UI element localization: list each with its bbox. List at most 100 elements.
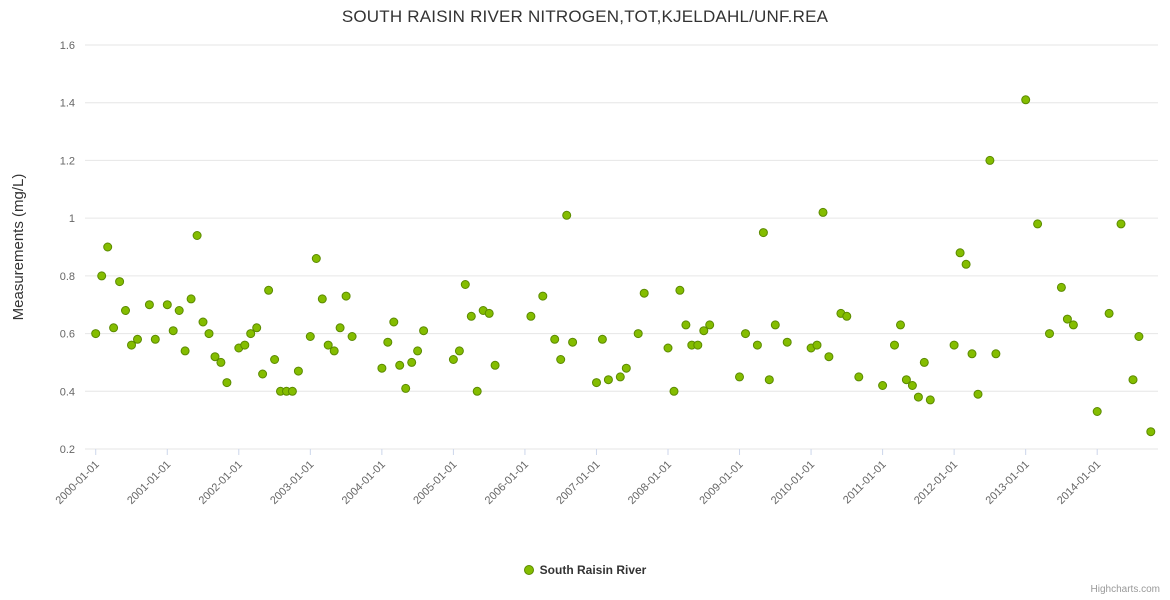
data-point[interactable] [103, 242, 113, 252]
data-point[interactable] [150, 334, 160, 344]
data-point[interactable] [401, 383, 411, 393]
data-point[interactable] [1021, 95, 1031, 105]
data-point[interactable] [925, 395, 935, 405]
data-point[interactable] [460, 280, 470, 289]
data-point[interactable] [592, 378, 601, 388]
highcharts-credit[interactable]: Highcharts.com [1090, 584, 1160, 595]
data-point[interactable] [603, 375, 613, 385]
data-point[interactable] [383, 337, 393, 347]
data-point[interactable] [907, 381, 917, 390]
data-point[interactable] [770, 320, 780, 330]
data-point[interactable] [210, 352, 220, 362]
data-point[interactable] [1134, 332, 1144, 341]
data-point[interactable] [198, 317, 208, 327]
data-point[interactable] [270, 355, 280, 364]
data-point[interactable] [121, 306, 130, 315]
data-point[interactable] [347, 332, 357, 341]
data-point[interactable] [1092, 407, 1102, 416]
data-point[interactable] [562, 210, 572, 220]
data-point[interactable] [705, 320, 715, 330]
data-point[interactable] [1128, 375, 1138, 385]
data-point[interactable] [186, 294, 196, 304]
data-point[interactable] [1033, 219, 1043, 229]
data-point[interactable] [466, 311, 476, 321]
data-point[interactable] [633, 329, 643, 339]
legend-item-south-raisin-river[interactable]: South Raisin River [0, 563, 1170, 577]
data-point[interactable] [842, 311, 852, 321]
data-point[interactable] [240, 340, 250, 350]
data-point[interactable] [699, 326, 709, 336]
data-point[interactable] [896, 320, 905, 330]
data-point[interactable] [1116, 219, 1126, 229]
data-point[interactable] [115, 277, 125, 287]
data-point[interactable] [448, 355, 458, 364]
data-point[interactable] [949, 340, 959, 350]
data-point[interactable] [615, 372, 625, 382]
data-point[interactable] [174, 306, 184, 315]
data-point[interactable] [341, 291, 351, 301]
data-point[interactable] [526, 311, 536, 321]
data-point[interactable] [1146, 427, 1156, 437]
data-point[interactable] [758, 228, 768, 238]
data-point[interactable] [264, 285, 274, 295]
data-point[interactable] [854, 372, 864, 382]
data-point[interactable] [127, 340, 136, 350]
data-point[interactable] [1068, 320, 1078, 330]
data-point[interactable] [824, 352, 834, 362]
data-point[interactable] [192, 231, 202, 240]
data-point[interactable] [901, 375, 911, 385]
data-point[interactable] [961, 259, 971, 269]
data-point[interactable] [168, 326, 178, 336]
data-point[interactable] [377, 363, 387, 373]
data-point[interactable] [538, 291, 548, 301]
data-point[interactable] [663, 343, 673, 353]
data-point[interactable] [973, 389, 983, 399]
data-point[interactable] [568, 337, 578, 347]
data-point[interactable] [317, 294, 327, 304]
data-point[interactable] [216, 357, 226, 367]
data-point[interactable] [782, 337, 792, 347]
data-point[interactable] [669, 386, 679, 396]
data-point[interactable] [752, 340, 762, 350]
data-point[interactable] [204, 329, 214, 339]
data-point[interactable] [681, 320, 691, 330]
data-point[interactable] [180, 346, 190, 356]
data-point[interactable] [812, 340, 822, 350]
data-point[interactable] [133, 334, 142, 344]
data-point[interactable] [693, 340, 703, 350]
data-point[interactable] [252, 323, 262, 333]
data-point[interactable] [287, 386, 297, 396]
data-point[interactable] [913, 392, 923, 402]
data-point[interactable] [389, 317, 399, 327]
data-point[interactable] [764, 375, 774, 385]
data-point[interactable] [162, 300, 172, 310]
data-point[interactable] [741, 329, 750, 339]
data-point[interactable] [329, 346, 339, 356]
data-point[interactable] [878, 381, 888, 390]
data-point[interactable] [293, 366, 303, 376]
data-point[interactable] [675, 285, 685, 295]
data-point[interactable] [890, 340, 899, 350]
data-point[interactable] [323, 340, 333, 350]
data-point[interactable] [311, 254, 321, 263]
data-point[interactable] [222, 378, 232, 388]
data-point[interactable] [144, 300, 154, 310]
data-point[interactable] [597, 334, 607, 344]
data-point[interactable] [1056, 282, 1066, 292]
data-point[interactable] [556, 355, 566, 364]
data-point[interactable] [472, 386, 482, 396]
data-point[interactable] [490, 360, 500, 370]
data-point[interactable] [967, 349, 977, 359]
data-point[interactable] [639, 288, 649, 298]
data-point[interactable] [454, 346, 464, 356]
data-point[interactable] [1062, 314, 1072, 324]
data-point[interactable] [335, 323, 345, 333]
data-point[interactable] [97, 271, 107, 281]
data-point[interactable] [91, 329, 101, 339]
data-point[interactable] [1045, 329, 1054, 339]
data-point[interactable] [991, 349, 1001, 359]
data-point[interactable] [407, 357, 417, 367]
data-point[interactable] [109, 323, 119, 333]
data-point[interactable] [735, 372, 744, 382]
data-point[interactable] [621, 363, 631, 373]
